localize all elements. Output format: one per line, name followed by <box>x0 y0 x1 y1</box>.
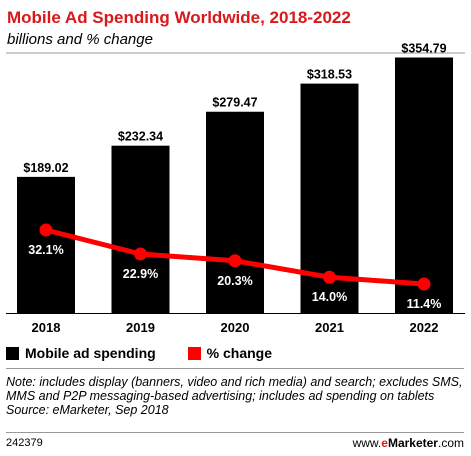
pct-change-point-2018 <box>39 223 53 237</box>
x-tick-label-2018: 2018 <box>32 320 61 335</box>
bar-value-label-2020: $279.47 <box>212 96 257 110</box>
pct-change-point-2022 <box>417 277 431 291</box>
legend-swatch-bar <box>6 346 19 360</box>
x-tick-label-2019: 2019 <box>126 320 155 335</box>
pct-change-point-2020 <box>228 254 242 268</box>
pct-change-label-2021: 14.0% <box>312 290 347 304</box>
pct-change-label-2022: 11.4% <box>407 297 442 311</box>
legend-item-bar: Mobile ad spending <box>6 345 156 361</box>
pct-change-point-2021 <box>323 270 336 284</box>
pct-change-label-2018: 32.1% <box>28 243 63 257</box>
legend: Mobile ad spending % change <box>6 345 304 361</box>
chart-subtitle: billions and % change <box>7 31 153 48</box>
brand-suffix: .com <box>437 436 464 450</box>
legend-label-line: % change <box>206 345 273 361</box>
pct-change-label-2020: 20.3% <box>217 274 252 288</box>
legend-swatch-line <box>187 346 201 360</box>
bar-value-label-2018: $189.02 <box>23 161 68 175</box>
brand-prefix: www. <box>352 436 382 450</box>
x-tick-label-2022: 2022 <box>410 320 439 335</box>
brand-logo: www.eMarketer.com <box>353 436 464 450</box>
legend-label-bar: Mobile ad spending <box>25 345 156 361</box>
source-text: Source: eMarketer, Sep 2018 <box>6 403 169 417</box>
note-text: Note: includes display (banners, video a… <box>6 375 463 403</box>
bar-2022 <box>395 57 453 313</box>
x-tick-label-2020: 2020 <box>221 320 250 335</box>
brand-e: e <box>381 436 388 450</box>
chart-plot: $189.02 2018 $232.34 2019 $279.47 2020 $318.53… <box>6 42 465 335</box>
footer-divider-top <box>6 368 464 369</box>
footer-note: Note: includes display (banners, video a… <box>6 375 466 417</box>
bar-2019 <box>111 145 170 313</box>
bar-value-label-2021: $318.53 <box>307 68 352 82</box>
x-tick-label-2021: 2021 <box>315 320 344 335</box>
bar-value-label-2022: $354.79 <box>401 42 446 56</box>
chart-id: 242379 <box>6 437 43 449</box>
bar-2020 <box>206 111 264 313</box>
pct-change-label-2019: 22.9% <box>123 267 158 281</box>
chart-title: Mobile Ad Spending Worldwide, 2018-2022 <box>7 8 351 27</box>
bar-2018 <box>17 176 75 313</box>
brand-name: Marketer <box>387 436 438 450</box>
bar-value-label-2019: $232.34 <box>118 130 163 144</box>
footer-divider-bottom <box>6 432 464 433</box>
pct-change-point-2019 <box>134 247 147 261</box>
legend-item-line: % change <box>187 345 273 361</box>
